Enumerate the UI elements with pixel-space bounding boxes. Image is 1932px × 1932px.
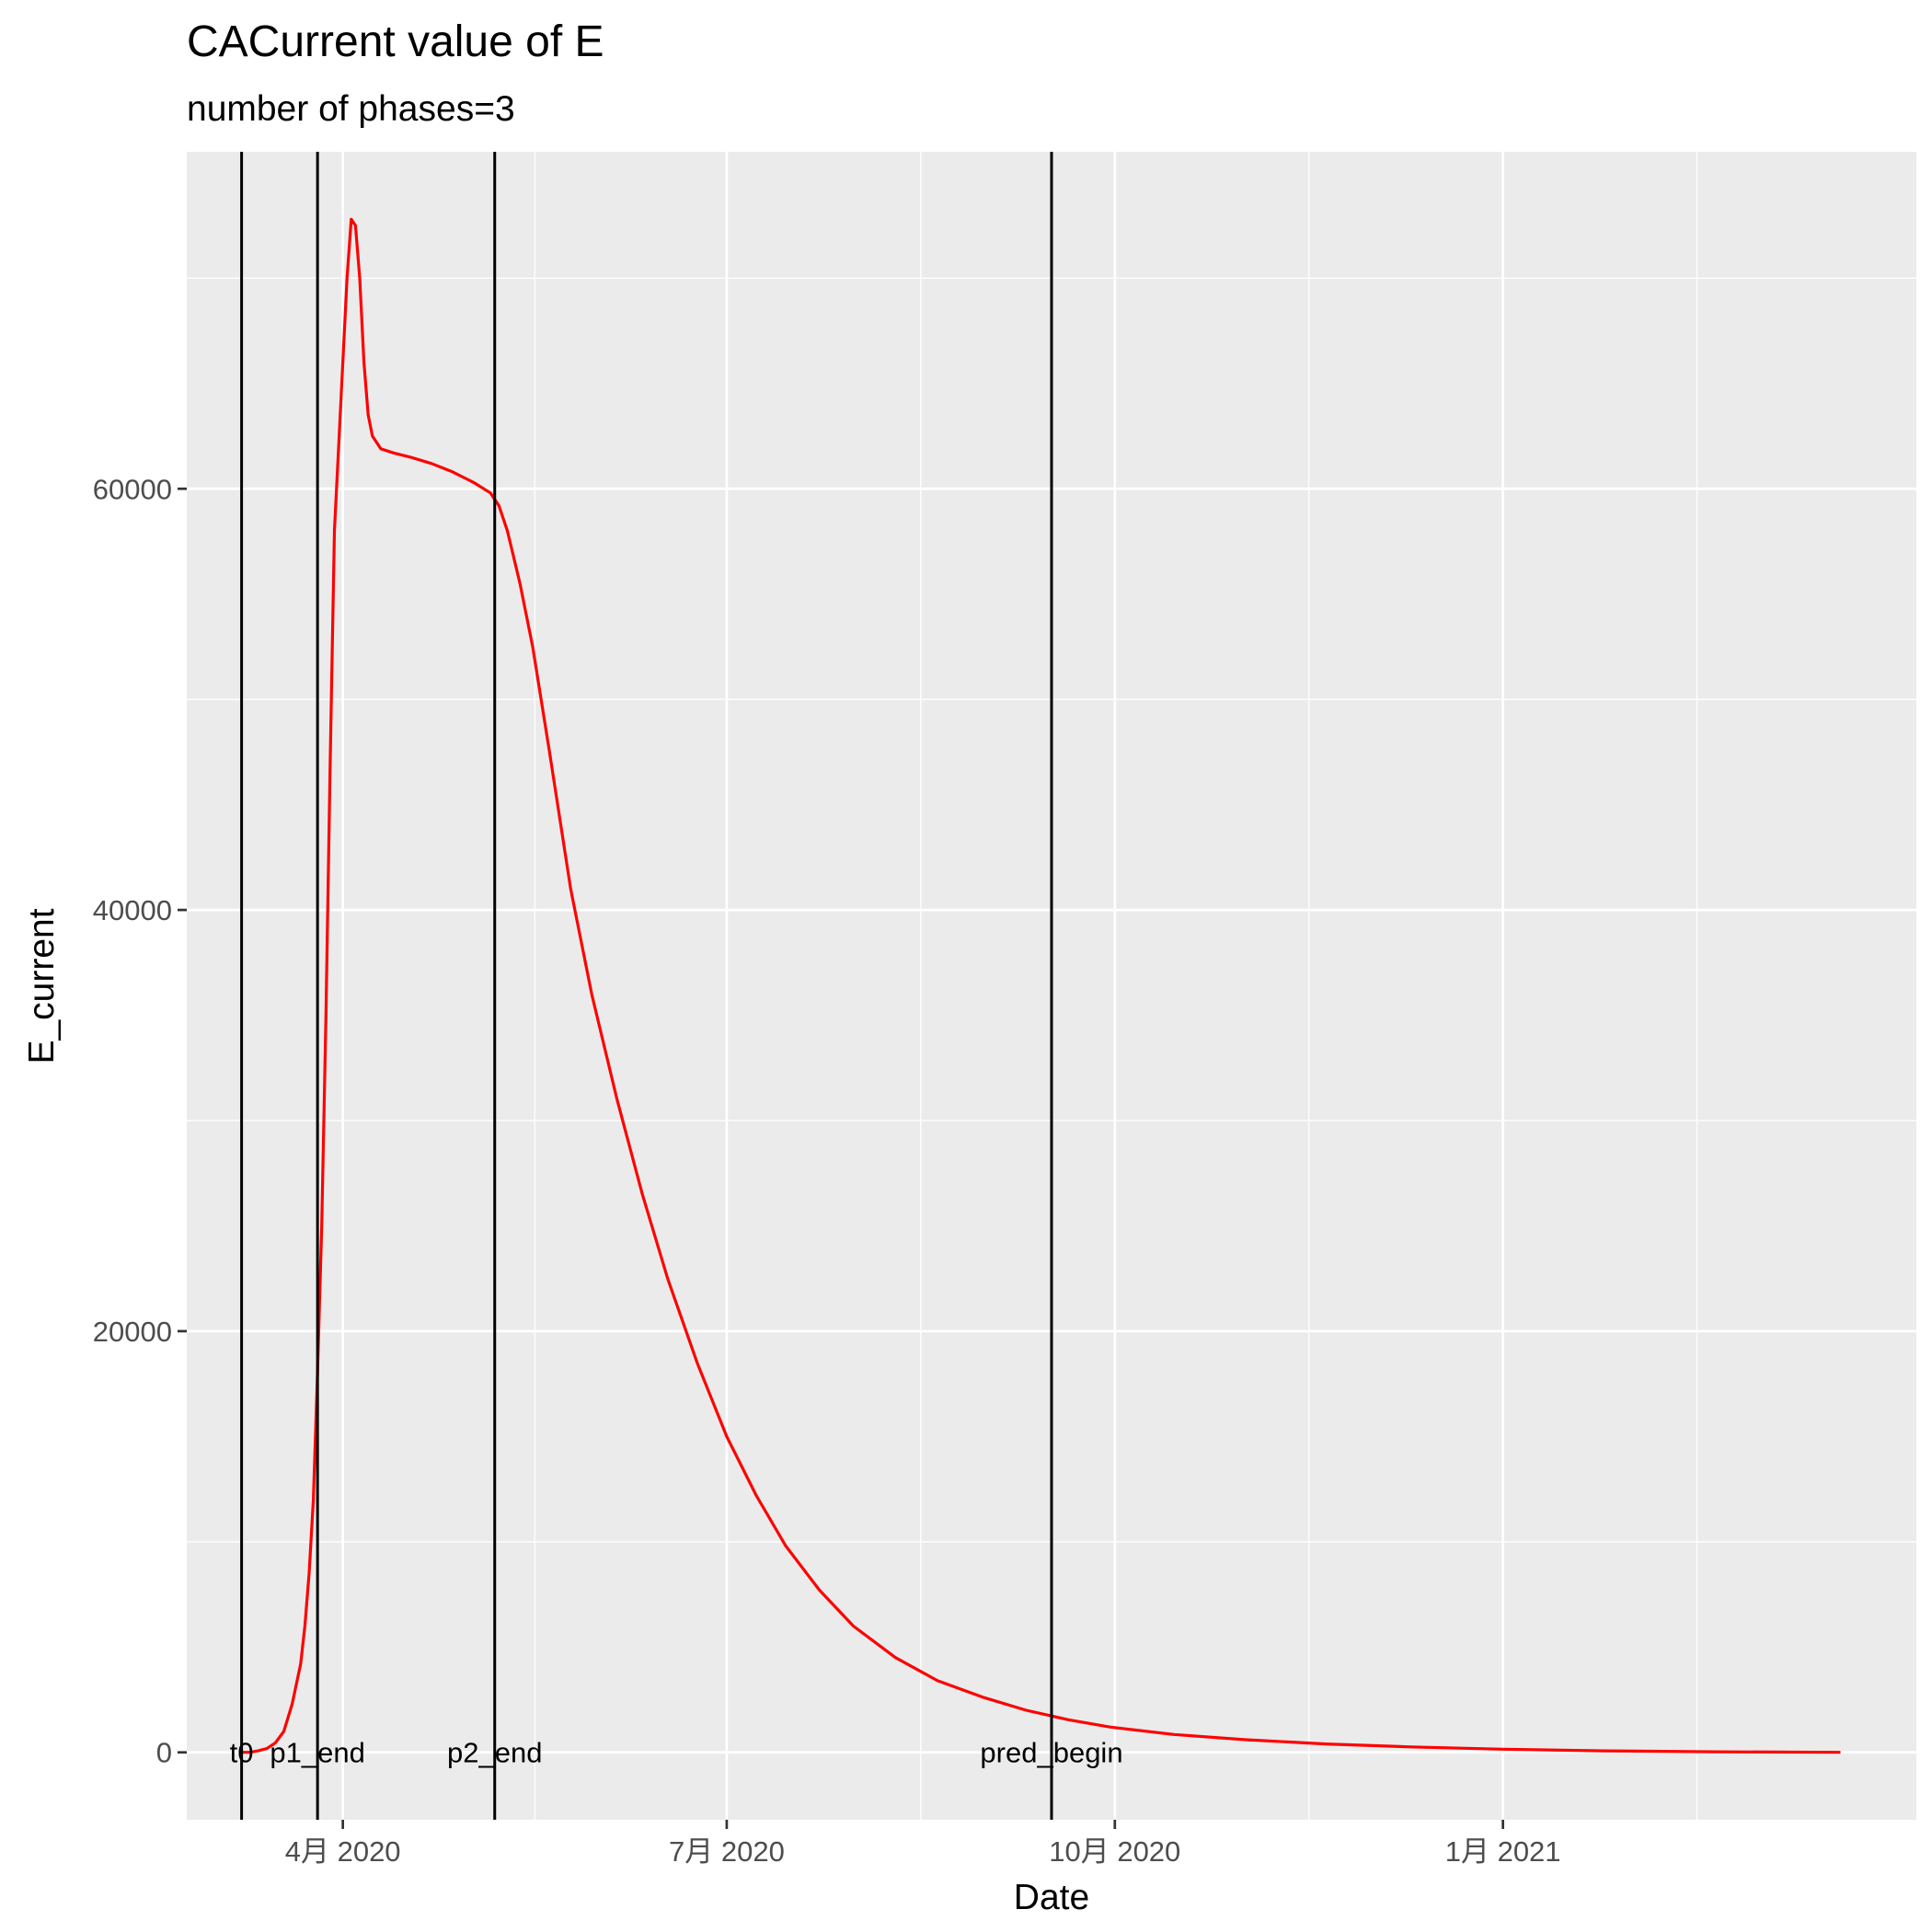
vline-label: p1_end	[270, 1737, 364, 1769]
vline-label: t0	[230, 1737, 254, 1769]
chart-subtitle: number of phases=3	[187, 89, 515, 129]
vline-label: pred_begin	[980, 1737, 1122, 1769]
series-line	[241, 217, 1841, 1754]
x-axis-ticks: 4月 2020 7月 2020 10月 2020 1月 2021	[285, 1820, 1561, 1868]
vertical-marker-labels: t0 p1_end p2_end pred_begin	[230, 1737, 1123, 1769]
x-axis-title: Date	[1014, 1878, 1089, 1917]
y-axis-title: E_current	[22, 908, 62, 1064]
y-tick-label: 0	[156, 1737, 172, 1769]
x-tick-label: 1月 2021	[1445, 1835, 1561, 1868]
vertical-marker-lines	[240, 152, 1053, 1820]
chart-title: CACurrent value of E	[187, 17, 604, 66]
x-tick-label: 7月 2020	[669, 1835, 785, 1868]
x-tick-label: 4月 2020	[285, 1835, 401, 1868]
series-layer	[241, 217, 1841, 1754]
y-tick-label: 60000	[93, 473, 172, 505]
y-axis-ticks: 0 20000 40000 60000	[93, 473, 187, 1769]
y-tick-label: 20000	[93, 1316, 172, 1348]
x-tick-label: 10月 2020	[1049, 1835, 1180, 1868]
y-tick-label: 40000	[93, 894, 172, 926]
vline-label: p2_end	[447, 1737, 542, 1769]
